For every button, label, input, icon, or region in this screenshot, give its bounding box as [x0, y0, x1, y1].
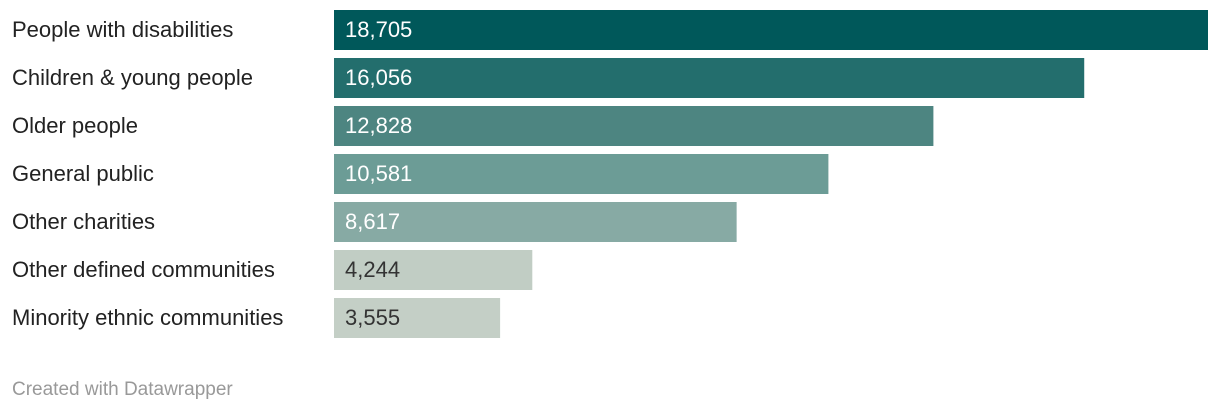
value-label: 18,705	[345, 17, 412, 42]
bar	[334, 106, 934, 146]
category-label: Other charities	[12, 209, 155, 234]
value-label: 12,828	[345, 113, 412, 138]
bar	[334, 298, 501, 338]
bar	[334, 250, 533, 290]
value-label: 4,244	[345, 257, 400, 282]
value-label: 10,581	[345, 161, 412, 186]
category-label: Older people	[12, 113, 138, 138]
category-label: General public	[12, 161, 154, 186]
bar	[334, 58, 1085, 98]
value-label: 3,555	[345, 305, 400, 330]
category-label: People with disabilities	[12, 17, 233, 42]
category-label: Children & young people	[12, 65, 253, 90]
bar	[334, 154, 829, 194]
value-label: 8,617	[345, 209, 400, 234]
footer: Created with Datawrapper	[12, 379, 233, 400]
value-label: 16,056	[345, 65, 412, 90]
category-label: Minority ethnic communities	[12, 305, 283, 330]
category-label: Other defined communities	[12, 257, 275, 282]
bar	[334, 10, 1208, 50]
bar	[334, 202, 737, 242]
